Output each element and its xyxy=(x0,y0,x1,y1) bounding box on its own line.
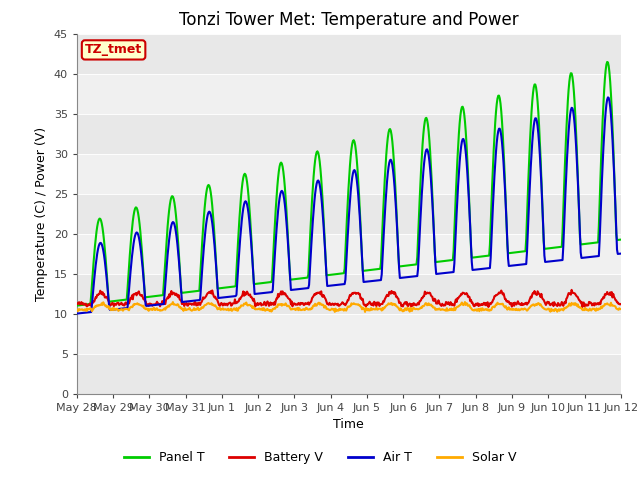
Battery V xyxy=(83,303,90,309)
Bar xyxy=(77,354,621,394)
Title: Tonzi Tower Met: Temperature and Power: Tonzi Tower Met: Temperature and Power xyxy=(179,11,518,29)
Air T xyxy=(73,311,81,316)
Panel T xyxy=(139,258,147,264)
Bar xyxy=(77,313,621,354)
Solar V xyxy=(617,306,625,312)
Bar xyxy=(77,114,621,154)
Solar V xyxy=(83,308,90,314)
Solar V xyxy=(73,306,81,312)
Bar xyxy=(77,234,621,274)
Air T xyxy=(194,298,202,303)
Panel T xyxy=(83,301,90,307)
Line: Battery V: Battery V xyxy=(77,290,621,307)
Air T xyxy=(617,251,625,256)
Solar V xyxy=(223,307,230,313)
Air T xyxy=(415,250,422,256)
Line: Air T: Air T xyxy=(77,97,621,313)
Battery V xyxy=(139,294,147,300)
Bar xyxy=(77,154,621,193)
Text: TZ_tmet: TZ_tmet xyxy=(85,43,142,56)
Bar xyxy=(77,34,621,73)
Battery V xyxy=(579,304,586,310)
Panel T xyxy=(604,59,611,65)
Battery V xyxy=(617,301,625,307)
Bar xyxy=(77,73,621,114)
Battery V xyxy=(415,301,422,307)
Solar V xyxy=(431,307,439,312)
Solar V xyxy=(461,299,468,305)
Line: Solar V: Solar V xyxy=(77,302,621,312)
Panel T xyxy=(431,248,438,254)
Legend: Panel T, Battery V, Air T, Solar V: Panel T, Battery V, Air T, Solar V xyxy=(118,446,522,469)
Solar V xyxy=(139,304,147,310)
Panel T xyxy=(223,285,230,290)
Bar xyxy=(77,274,621,313)
Battery V xyxy=(194,302,202,308)
Air T xyxy=(604,95,612,100)
Battery V xyxy=(431,296,438,301)
Air T xyxy=(431,246,438,252)
Battery V xyxy=(73,300,81,306)
Battery V xyxy=(223,301,230,307)
Solar V xyxy=(416,306,424,312)
Air T xyxy=(139,265,147,271)
Air T xyxy=(223,294,230,300)
Y-axis label: Temperature (C) / Power (V): Temperature (C) / Power (V) xyxy=(35,127,48,300)
Panel T xyxy=(194,288,202,294)
Air T xyxy=(83,310,90,315)
Panel T xyxy=(73,303,81,309)
Panel T xyxy=(617,237,625,242)
Solar V xyxy=(361,309,369,315)
X-axis label: Time: Time xyxy=(333,418,364,431)
Panel T xyxy=(415,217,422,223)
Bar xyxy=(77,193,621,234)
Solar V xyxy=(194,305,202,311)
Line: Panel T: Panel T xyxy=(77,62,621,306)
Battery V xyxy=(568,287,575,293)
